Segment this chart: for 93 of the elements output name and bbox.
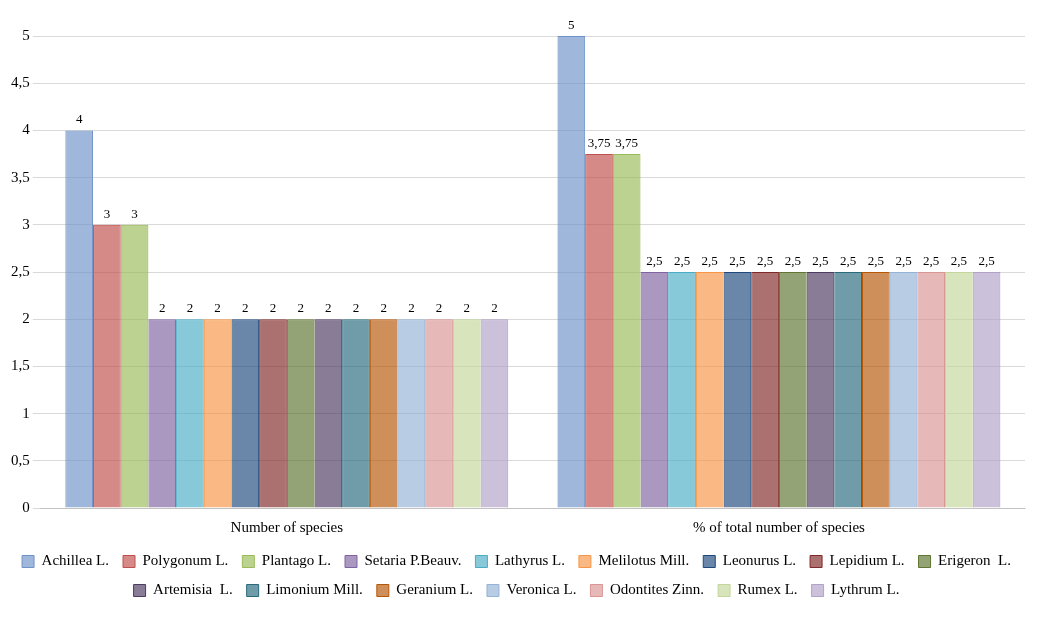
bar xyxy=(695,272,724,508)
legend-label: Setaria P.Beauv. xyxy=(364,552,462,569)
legend-label: Lepidium L. xyxy=(829,552,905,569)
bar xyxy=(917,272,946,508)
data-label: 2 xyxy=(242,300,249,316)
legend-label: Plantago L. xyxy=(261,552,332,569)
data-label: 3 xyxy=(131,205,138,221)
legend-label: Limonium Mill. xyxy=(266,581,363,598)
bar xyxy=(204,320,231,508)
data-label: 2 xyxy=(408,300,415,316)
bar xyxy=(425,319,453,508)
x-tick-label: % of total number of species xyxy=(692,518,866,535)
data-label: 2,5 xyxy=(895,252,912,268)
bar xyxy=(343,320,369,508)
legend-label: Artemisia L. xyxy=(153,581,233,598)
legend-label: Lythrum L. xyxy=(831,581,900,598)
x-tick-label: Number of species xyxy=(230,518,344,535)
y-tick-label: 3,5 xyxy=(11,168,30,185)
legend-label: Polygonum L. xyxy=(142,552,229,569)
bar xyxy=(397,319,426,508)
data-label: 2,5 xyxy=(729,252,746,268)
bar xyxy=(260,320,286,508)
data-label: 2,5 xyxy=(701,252,718,268)
data-label: 2 xyxy=(491,300,498,316)
data-label: 2 xyxy=(463,300,470,316)
y-tick-label: 1,5 xyxy=(11,357,30,374)
data-label: 2,5 xyxy=(812,252,829,268)
bar xyxy=(807,273,834,508)
data-label: 3 xyxy=(103,205,111,221)
data-label: 2 xyxy=(380,300,387,316)
legend-label: Leonurus L. xyxy=(722,552,797,569)
legend-label: Odontites Zinn. xyxy=(609,581,705,598)
y-tick-label: 4 xyxy=(22,121,31,138)
bar xyxy=(452,319,481,508)
data-label: 2,5 xyxy=(978,252,995,268)
legend-label: Veronica L. xyxy=(506,581,577,598)
data-label: 2,5 xyxy=(784,252,801,268)
y-tick-label: 1 xyxy=(22,404,30,421)
data-label: 2 xyxy=(158,300,166,316)
bar xyxy=(889,272,918,508)
bar xyxy=(93,224,121,508)
data-label: 4 xyxy=(75,111,83,127)
bar xyxy=(231,319,260,508)
bar xyxy=(65,130,94,508)
data-label: 2,5 xyxy=(840,252,857,268)
bar xyxy=(148,319,177,508)
legend-label: Lathyrus L. xyxy=(494,552,565,569)
bar xyxy=(724,273,751,508)
legend-label: Geranium L. xyxy=(396,581,473,598)
data-label: 2 xyxy=(297,300,304,316)
bar xyxy=(972,272,1001,508)
data-label: 2,5 xyxy=(923,252,940,268)
legend-label: Achillea L. xyxy=(41,552,110,569)
y-tick-label: 0 xyxy=(22,498,30,515)
bar xyxy=(286,319,315,508)
bar xyxy=(314,319,343,508)
y-tick-label: 2,5 xyxy=(11,262,30,279)
legend-label: Melilotus Mill. xyxy=(598,552,690,569)
legend-label: Rumex L. xyxy=(737,581,798,598)
bar xyxy=(121,225,148,508)
y-tick-label: 2 xyxy=(22,310,30,327)
y-tick-label: 4,5 xyxy=(11,74,30,91)
data-label: 2 xyxy=(325,300,332,316)
data-label: 2,5 xyxy=(756,252,774,268)
data-label: 3,75 xyxy=(615,134,639,150)
bar xyxy=(612,154,641,508)
bar xyxy=(176,319,204,508)
bar xyxy=(641,273,668,508)
y-tick-label: 3 xyxy=(22,215,30,232)
data-label: 2 xyxy=(186,300,194,316)
bar xyxy=(945,272,973,508)
bar xyxy=(369,319,398,508)
bar xyxy=(557,36,586,508)
bar xyxy=(752,273,778,508)
data-label: 2,5 xyxy=(673,252,691,268)
bar xyxy=(586,155,612,508)
data-label: 2,5 xyxy=(646,252,663,268)
bar xyxy=(834,272,862,508)
data-label: 2,5 xyxy=(867,252,884,268)
data-label: 2 xyxy=(214,300,221,316)
data-label: 2,5 xyxy=(950,252,967,268)
y-tick-label: 5 xyxy=(22,26,30,43)
data-label: 2 xyxy=(269,300,277,316)
data-label: 2 xyxy=(435,300,443,316)
legend-label: Erigeron L. xyxy=(938,552,1011,569)
bar xyxy=(480,319,509,508)
bar xyxy=(861,272,890,508)
data-label: 3,75 xyxy=(587,134,611,150)
bar xyxy=(778,272,807,508)
data-label: 5 xyxy=(568,16,575,32)
y-tick-label: 0,5 xyxy=(11,451,30,468)
data-label: 2 xyxy=(352,300,360,316)
bar xyxy=(669,273,695,508)
